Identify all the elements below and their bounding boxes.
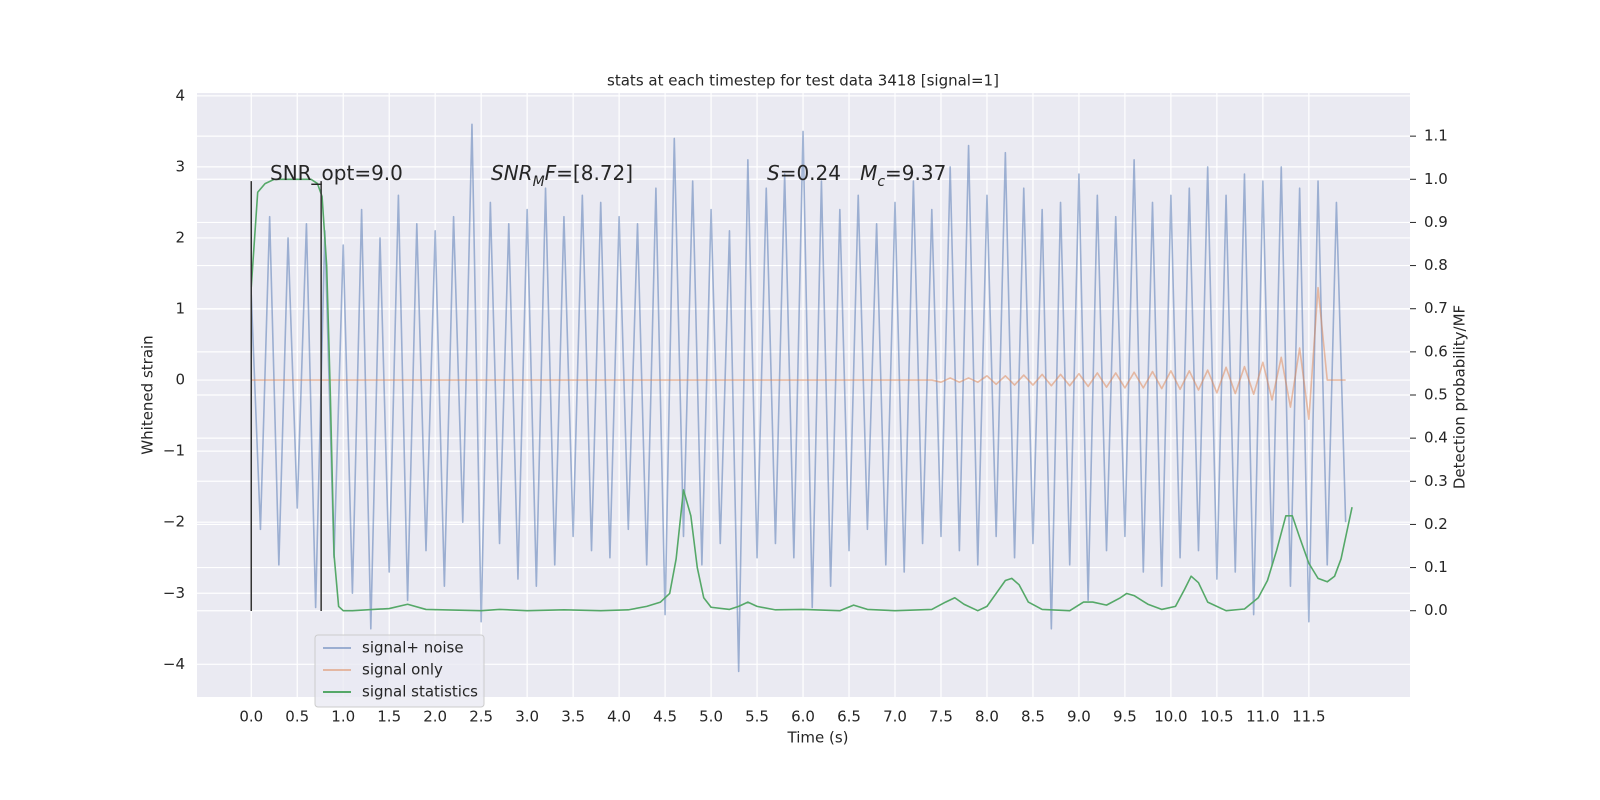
annotation-part: M <box>533 174 545 190</box>
marks <box>250 123 1353 673</box>
y2-axis-label: Detection probability/MF <box>1451 305 1469 489</box>
x-tick-label: 4.5 <box>653 708 677 726</box>
y2-tick-label: 0.0 <box>1424 601 1448 619</box>
series-line <box>250 178 1353 612</box>
x-tick-label: 3.5 <box>561 708 585 726</box>
x-tick-label: 0.5 <box>285 708 309 726</box>
y2-tick-label: 0.9 <box>1424 213 1448 231</box>
legend-box <box>314 634 485 708</box>
legend-label: signal+ noise <box>362 639 464 657</box>
x-tick-label: 10.0 <box>1154 708 1187 726</box>
x-tick-label: 5.0 <box>699 708 723 726</box>
annotation-part: =9.37 <box>885 161 946 185</box>
x-tick-label: 3.0 <box>515 708 539 726</box>
x-tick-label: 8.0 <box>975 708 999 726</box>
x-tick-label: 7.5 <box>929 708 953 726</box>
x-tick-label: 11.5 <box>1292 708 1325 726</box>
x-tick-label: 11.0 <box>1246 708 1279 726</box>
x-tick-label: 1.5 <box>377 708 401 726</box>
y-axis-label: Whitened strain <box>139 335 157 454</box>
y-tick-label: −4 <box>163 655 185 673</box>
y-tick-label: −3 <box>163 584 185 602</box>
y2-tick-label: 0.3 <box>1424 472 1448 490</box>
y-tick-label: −1 <box>163 442 185 460</box>
y-tick-label: 0 <box>175 371 185 389</box>
legend-label: signal statistics <box>362 683 478 701</box>
chart-title: stats at each timestep for test data 341… <box>607 72 999 90</box>
x-tick-label: 10.5 <box>1200 708 1233 726</box>
x-tick-label: 8.5 <box>1021 708 1045 726</box>
x-tick-label: 4.0 <box>607 708 631 726</box>
annotation-part: SNR_opt=9.0 <box>270 161 403 185</box>
legend-label: signal only <box>362 661 443 679</box>
series-line <box>251 286 1346 420</box>
y2-tick-label: 0.2 <box>1424 515 1448 533</box>
annotation: SNR_opt=9.0 <box>270 161 403 185</box>
x-tick-label: 7.0 <box>883 708 907 726</box>
y-tick-label: 4 <box>175 86 185 104</box>
x-tick-label: 9.0 <box>1067 708 1091 726</box>
annotation-part: M <box>860 161 877 185</box>
annotation-part: =[8.72] <box>556 161 633 185</box>
y2-tick-label: 0.7 <box>1424 299 1448 317</box>
series-line <box>250 123 1347 673</box>
annotation-part: F <box>545 161 557 185</box>
y2-tick-label: 0.5 <box>1424 386 1448 404</box>
y2-tick-label: 1.1 <box>1424 127 1448 145</box>
annotation: SNRMF=[8.72] <box>491 161 633 191</box>
x-tick-label: 0.0 <box>239 708 263 726</box>
y2-tick-label: 0.8 <box>1424 256 1448 274</box>
y2-tick-label: 0.6 <box>1424 342 1448 360</box>
annotation-part: SNR <box>491 161 533 185</box>
y2-tick-label: 0.4 <box>1424 429 1448 447</box>
y-tick-label: 2 <box>175 228 185 246</box>
x-tick-label: 9.5 <box>1113 708 1137 726</box>
y-tick-label: −2 <box>163 513 185 531</box>
x-axis-label: Time (s) <box>787 729 849 747</box>
x-tick-label: 2.0 <box>423 708 447 726</box>
x-tick-label: 5.5 <box>745 708 769 726</box>
y2-tick-label: 0.1 <box>1424 558 1448 576</box>
y-tick-label: 1 <box>175 300 185 318</box>
annotation-part: S <box>767 161 780 185</box>
x-tick-label: 1.0 <box>331 708 355 726</box>
annotation-part: c <box>877 174 885 190</box>
x-tick-label: 6.0 <box>791 708 815 726</box>
y-tick-label: 3 <box>175 157 185 175</box>
annotation-part: =0.24 <box>780 161 860 185</box>
y2-tick-label: 1.0 <box>1424 170 1448 188</box>
x-tick-label: 6.5 <box>837 708 861 726</box>
annotation: S=0.24 Mc=9.37 <box>767 161 946 191</box>
x-tick-label: 2.5 <box>469 708 493 726</box>
